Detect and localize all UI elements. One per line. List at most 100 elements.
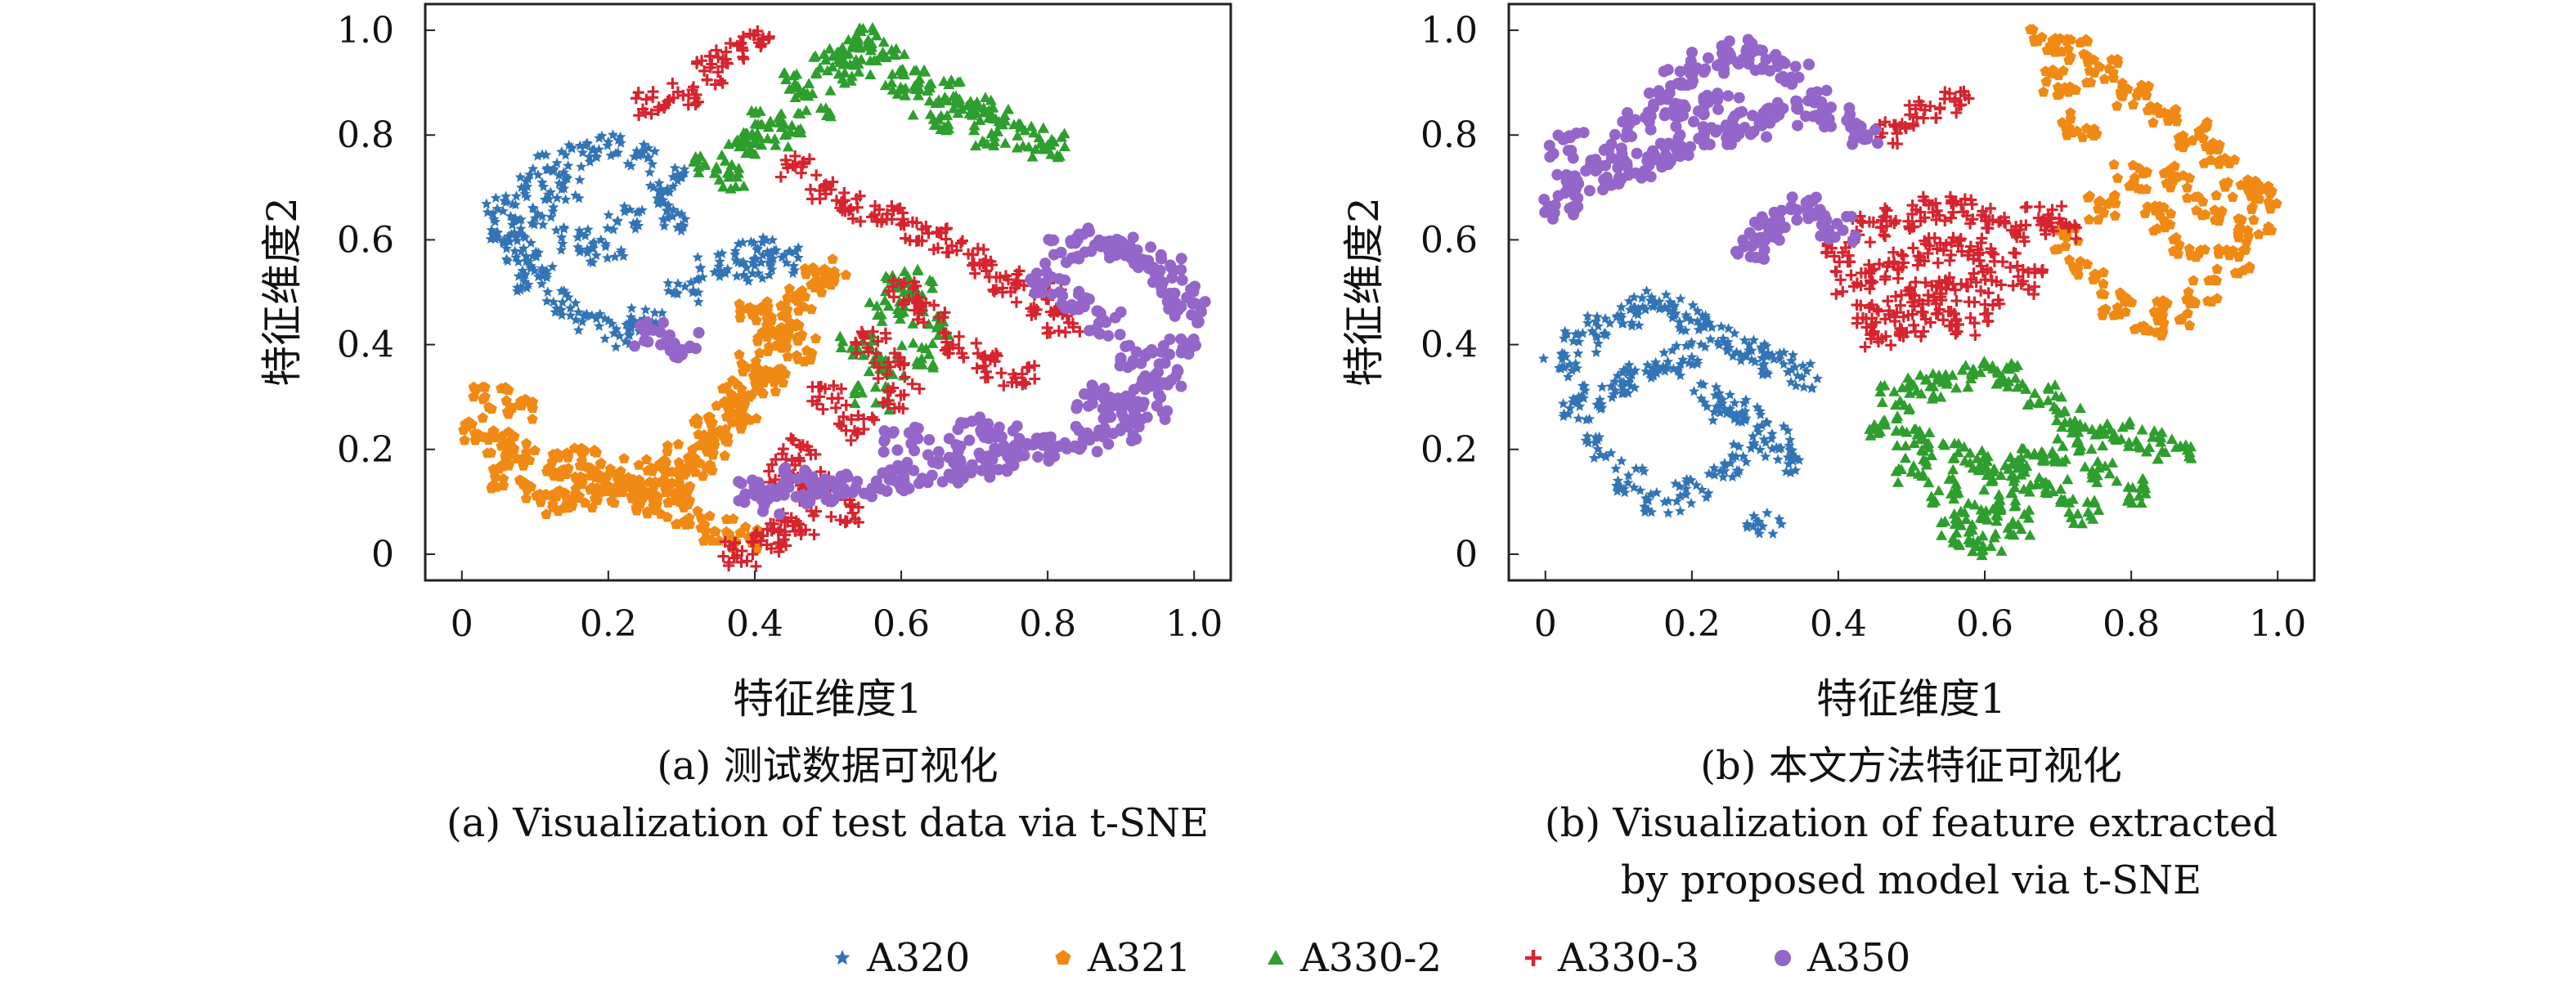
data-point-a [545, 211, 557, 222]
legend-marker [834, 950, 850, 965]
data-point-b [1846, 119, 1858, 132]
data-point-a [899, 90, 911, 101]
data-point-a [837, 335, 849, 347]
data-point-a [994, 271, 1006, 284]
data-point-b [2074, 37, 2086, 47]
data-point-a [898, 473, 910, 486]
data-point-b [1749, 356, 1761, 367]
data-point-a [1116, 244, 1129, 256]
series-a321-b [2025, 24, 2282, 341]
data-point-a [810, 448, 822, 460]
data-point-b [1974, 459, 1986, 470]
data-point-b [1975, 260, 1987, 272]
data-point-b [2004, 262, 2017, 274]
data-point-a [541, 508, 552, 519]
data-point-a [842, 34, 855, 45]
data-point-a [998, 379, 1010, 392]
data-point-b [2089, 268, 2101, 279]
data-point-a [602, 469, 613, 481]
data-point-b [1670, 120, 1682, 132]
data-point-a [840, 269, 852, 280]
data-point-b [1963, 296, 1975, 308]
data-point-b [1785, 71, 1797, 83]
data-point-b [1995, 279, 2008, 291]
data-point-a [850, 336, 862, 348]
data-point-b [1747, 110, 1759, 122]
data-point-b [1640, 492, 1652, 504]
data-point-a [602, 140, 613, 150]
data-point-b [1609, 128, 1621, 141]
data-point-a [614, 131, 626, 142]
ticks-a: 0 0.2 0.4 0.6 0.8 1.000.20.40.60.81.0 [337, 10, 1223, 645]
data-point-b [1617, 381, 1628, 392]
data-point-a [845, 203, 857, 215]
data-point-b [1738, 450, 1749, 462]
data-point-b [2063, 497, 2076, 508]
data-point-b [1952, 240, 1964, 252]
data-point-b [1591, 347, 1602, 358]
data-point-b [2205, 154, 2216, 165]
data-point-b [1618, 376, 1630, 387]
data-point-b [1856, 217, 1869, 229]
data-point-a [500, 196, 512, 208]
data-point-b [1907, 118, 1919, 130]
data-point-a [837, 42, 849, 52]
ticks-b: 0 0.2 0.4 0.6 0.8 1.000.20.40.60.81.0 [1420, 10, 2306, 645]
data-point-b [1766, 443, 1778, 454]
data-point-b [2240, 244, 2251, 255]
y-tick-label-a: 1.0 [337, 10, 394, 51]
data-point-a [548, 163, 560, 174]
data-point-b [2234, 222, 2246, 233]
data-point-a [781, 311, 792, 322]
data-point-b [2005, 487, 2017, 499]
data-point-b [1932, 485, 1945, 495]
data-point-a [1097, 431, 1110, 443]
data-point-a [869, 199, 882, 212]
data-point-b [1955, 99, 1968, 111]
data-point-a [895, 339, 908, 351]
data-point-a [782, 331, 793, 343]
data-point-b [1964, 457, 1977, 468]
data-point-b [1789, 60, 1802, 73]
data-point-b [2170, 104, 2182, 114]
data-point-b [1686, 359, 1699, 369]
data-point-a [587, 242, 599, 253]
data-point-b [1869, 419, 1881, 430]
data-point-b [2103, 468, 2116, 479]
legend-marker [1525, 950, 1542, 966]
data-point-b [2263, 180, 2274, 191]
data-point-b [2002, 381, 2014, 392]
data-point-b [1651, 486, 1663, 498]
data-point-a [882, 356, 895, 369]
data-point-a [603, 209, 614, 220]
data-point-b [1906, 199, 1919, 212]
data-point-a [574, 140, 586, 151]
data-point-b [1729, 122, 1741, 134]
data-point-a [479, 432, 491, 442]
data-point-b [1892, 477, 1905, 487]
data-point-b [1708, 414, 1719, 426]
data-point-b [1674, 322, 1685, 333]
data-point-b [1753, 527, 1766, 539]
data-point-a [622, 158, 634, 169]
data-point-b [1919, 212, 1931, 224]
data-point-a [737, 30, 749, 43]
data-point-a [985, 128, 998, 139]
data-point-a [791, 68, 803, 79]
data-point-a [825, 511, 837, 523]
data-point-a [787, 520, 799, 532]
data-point-a [989, 442, 1001, 454]
data-point-b [1560, 351, 1572, 362]
data-point-a [693, 326, 705, 338]
data-point-b [2204, 144, 2216, 155]
data-point-b [1927, 497, 1939, 508]
data-point-a [727, 407, 738, 418]
data-point-a [792, 518, 805, 531]
data-point-b [2034, 200, 2046, 213]
data-point-a [770, 386, 781, 396]
data-point-a [738, 180, 750, 191]
data-point-b [2048, 454, 2060, 465]
data-point-b [2078, 48, 2089, 59]
data-point-b [1793, 454, 1805, 465]
data-point-a [515, 474, 527, 486]
